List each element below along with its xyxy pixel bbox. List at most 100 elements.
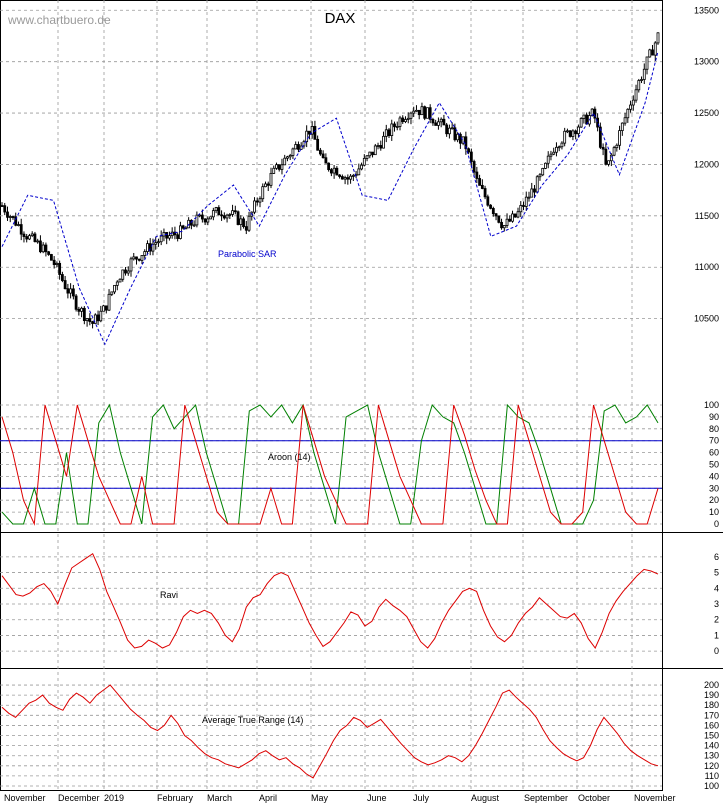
- candle-body: [58, 262, 62, 275]
- candle-body: [483, 188, 487, 198]
- candle-body: [631, 99, 635, 106]
- candle-body: [404, 119, 407, 123]
- candle-body: [618, 130, 621, 146]
- candle-body: [96, 314, 100, 322]
- candle-body: [497, 215, 501, 223]
- candle-body: [505, 218, 509, 226]
- y-tick-label: 110: [705, 771, 719, 781]
- candle-body: [615, 144, 619, 149]
- candle-body: [308, 130, 311, 135]
- chart-title: DAX: [325, 10, 356, 27]
- candle-body: [135, 256, 138, 260]
- candle-body: [211, 210, 215, 218]
- candle-body: [415, 109, 418, 112]
- candle-body: [305, 130, 309, 143]
- candle-body: [321, 153, 325, 159]
- candle-body: [362, 158, 366, 166]
- candle-body: [14, 216, 18, 226]
- candle-body: [439, 118, 443, 123]
- candle-body: [502, 225, 506, 229]
- candle-body: [6, 211, 9, 218]
- plot-frame: [0, 0, 663, 791]
- candle-body: [168, 235, 171, 239]
- candle-body: [626, 108, 630, 119]
- month-label: May: [311, 793, 329, 803]
- candle-body: [225, 214, 229, 219]
- candle-body: [478, 178, 481, 186]
- candle-body: [25, 236, 29, 240]
- candle-body: [371, 151, 374, 156]
- month-label: February: [157, 793, 194, 803]
- candle-body: [642, 68, 646, 80]
- y-tick-label: 6: [714, 552, 719, 562]
- candle-body: [126, 270, 130, 274]
- candle-body: [137, 258, 141, 261]
- candle-body: [541, 167, 545, 176]
- candle-body: [351, 175, 355, 177]
- candle-body: [398, 117, 402, 127]
- candle-body: [189, 219, 193, 226]
- candle-body: [118, 278, 122, 283]
- y-tick-label: 11000: [695, 262, 719, 272]
- candle-body: [360, 164, 363, 170]
- candle-body: [329, 169, 333, 174]
- candle-body: [52, 259, 56, 265]
- candle-body: [420, 106, 424, 116]
- candle-body: [426, 107, 429, 119]
- candle-body: [634, 89, 638, 101]
- y-tick-label: 180: [704, 700, 719, 710]
- candle-body: [338, 174, 342, 177]
- candle-body: [176, 234, 180, 239]
- candle-body: [406, 117, 410, 120]
- candle-body: [607, 160, 610, 165]
- candle-body: [19, 224, 23, 235]
- candle-body: [3, 205, 7, 213]
- y-tick-label: 170: [704, 710, 719, 720]
- candle-body: [316, 138, 320, 151]
- candle-body: [55, 262, 59, 265]
- candle-body: [563, 130, 567, 144]
- month-label: 2019: [104, 793, 124, 803]
- candle-body: [519, 205, 523, 213]
- aroon-label: Aroon (14): [268, 452, 311, 462]
- candle-body: [511, 213, 514, 222]
- candle-body: [332, 167, 336, 174]
- candle-body: [574, 130, 578, 134]
- candle-body: [280, 164, 284, 170]
- y-tick-label: 10500: [694, 314, 719, 324]
- candle-body: [242, 218, 245, 227]
- candle-body: [41, 244, 45, 253]
- candle-body: [579, 118, 583, 128]
- candle-body: [200, 214, 204, 220]
- y-tick-label: 3: [714, 599, 719, 609]
- candle-body: [620, 122, 624, 131]
- candle-body: [44, 244, 48, 253]
- candle-body: [299, 145, 303, 150]
- candle-body: [115, 281, 119, 286]
- candle-body: [379, 145, 383, 149]
- y-tick-label: 1: [714, 630, 719, 640]
- candle-body: [28, 235, 31, 240]
- candle-body: [11, 216, 15, 218]
- candle-body: [17, 224, 20, 226]
- candle-body: [30, 233, 34, 237]
- candle-body: [456, 133, 460, 141]
- candle-body: [294, 144, 298, 150]
- candle-body: [582, 114, 586, 119]
- candle-body: [239, 218, 243, 225]
- candle-body: [648, 49, 652, 58]
- candle-body: [387, 129, 391, 137]
- candle-body: [159, 235, 163, 243]
- candle-body: [261, 186, 265, 200]
- candle-body: [384, 129, 388, 137]
- candle-body: [82, 307, 86, 322]
- candle-body: [393, 123, 396, 128]
- candle-body: [148, 243, 152, 252]
- y-tick-label: 10: [709, 507, 719, 517]
- candle-body: [450, 127, 454, 130]
- candle-body: [552, 151, 556, 155]
- y-tick-label: 70: [709, 436, 719, 446]
- candle-body: [530, 188, 534, 198]
- candle-body: [132, 256, 136, 260]
